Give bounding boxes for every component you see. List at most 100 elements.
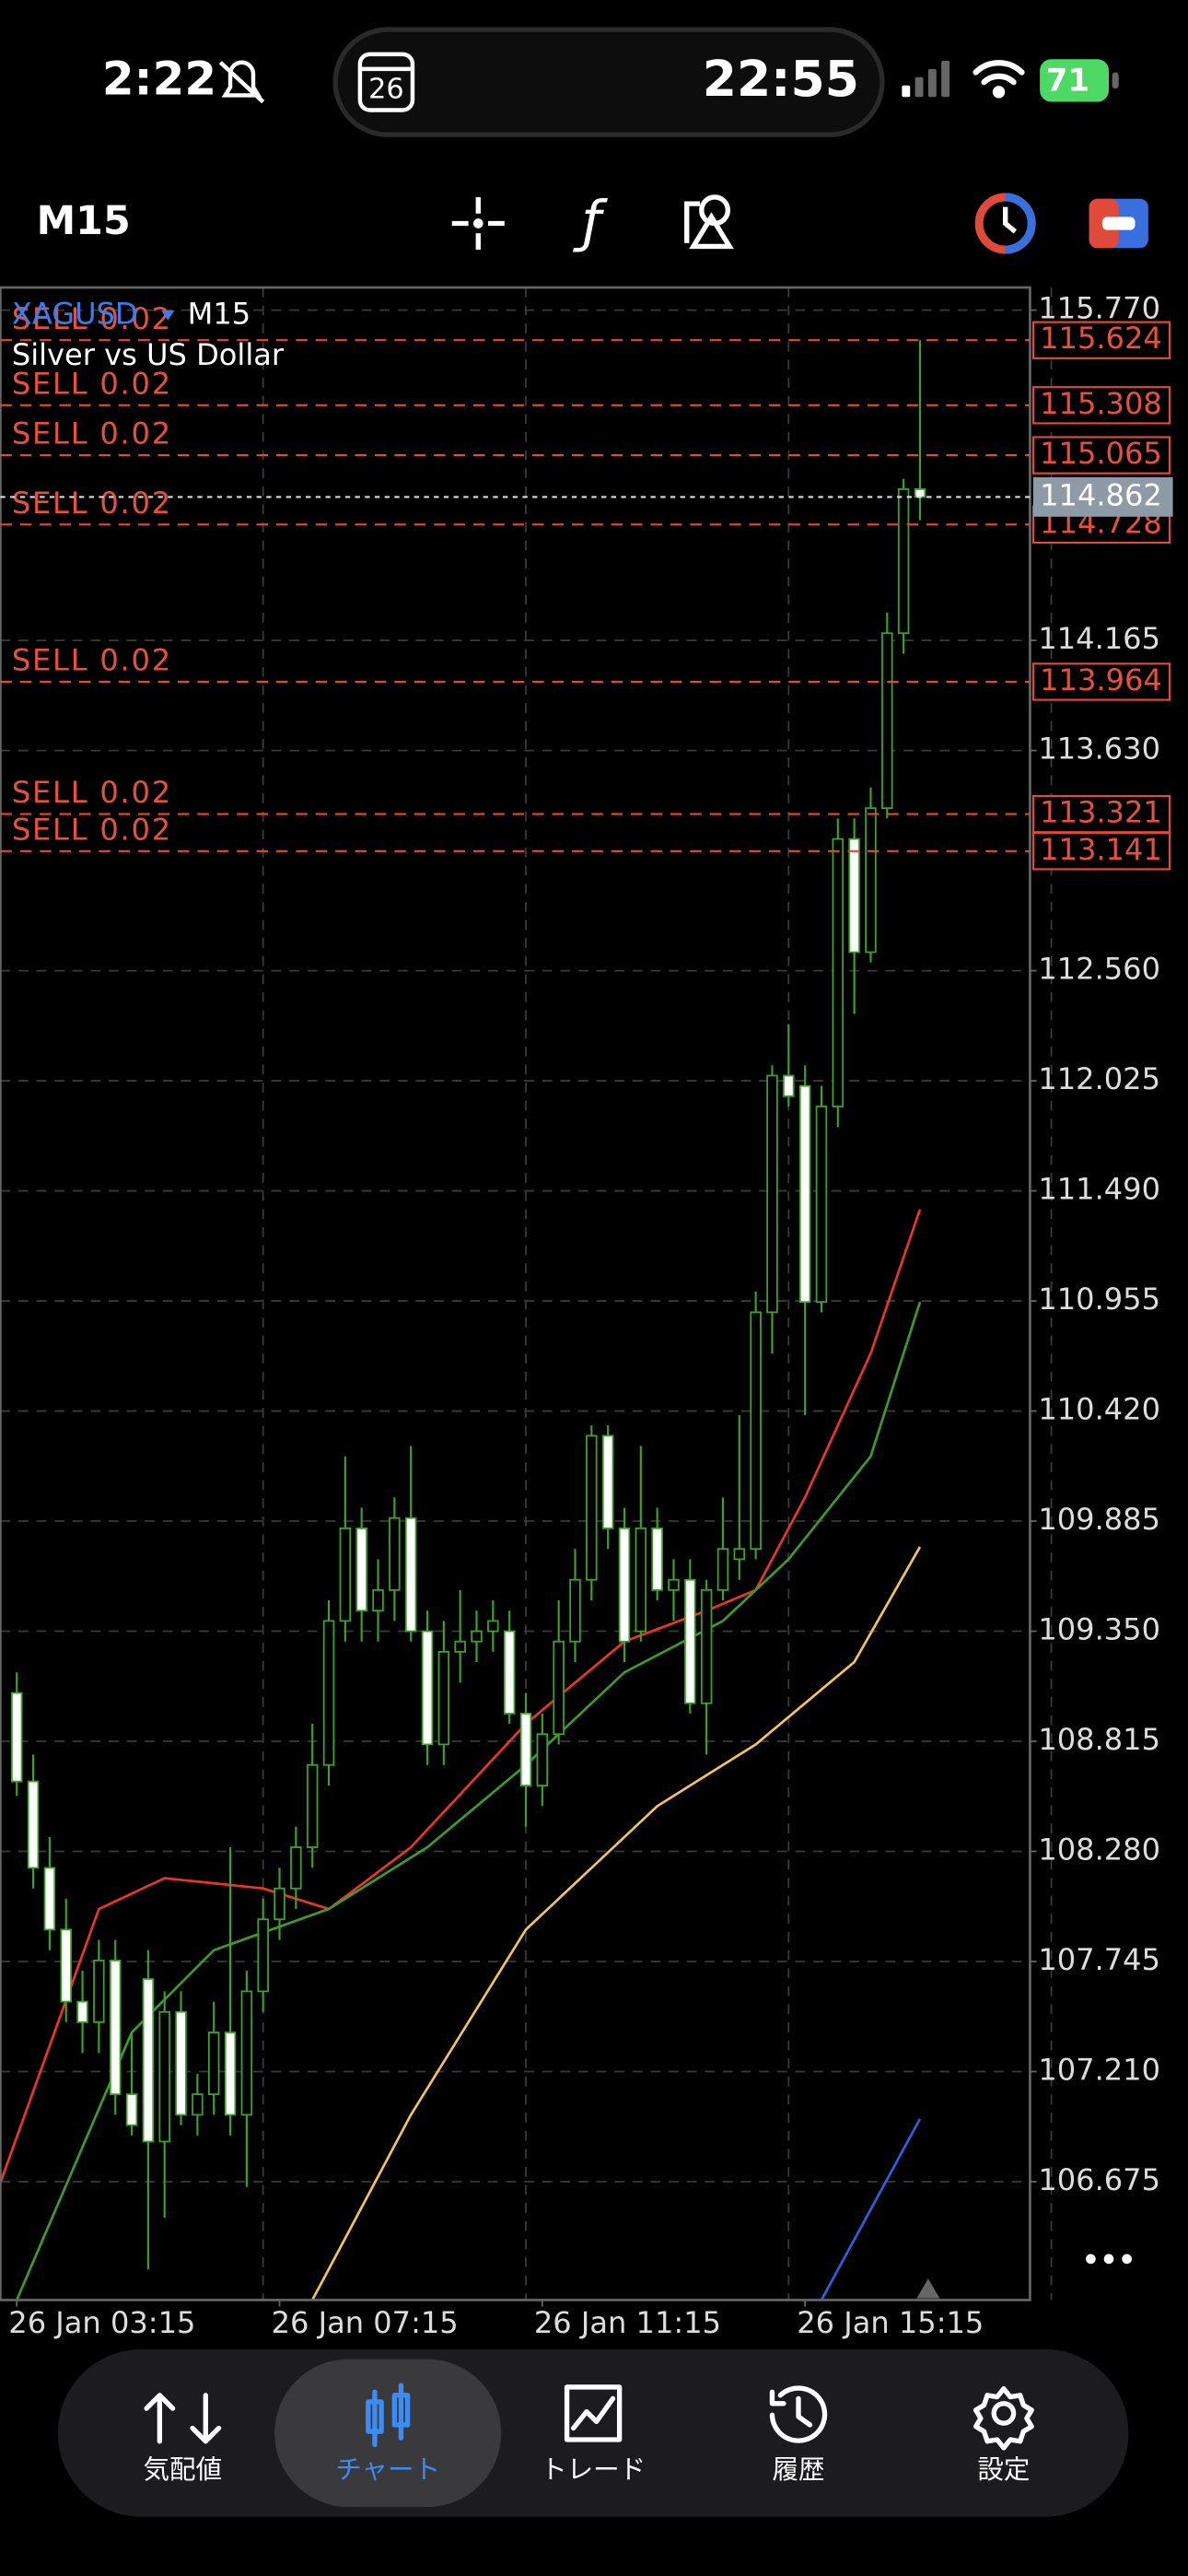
candle-body	[798, 1084, 811, 1304]
tab-label[interactable]: 設定	[977, 2454, 1030, 2485]
tab-label[interactable]: 履歴	[772, 2454, 824, 2485]
order-price: 113.321	[1040, 795, 1162, 830]
candle-body	[733, 1548, 746, 1561]
tab-icon[interactable]	[366, 2383, 411, 2448]
candle-body	[716, 1548, 729, 1591]
candle-body	[651, 1527, 663, 1591]
y-tick-label: 112.025	[1038, 1061, 1160, 1096]
candle-body	[192, 2093, 204, 2116]
candle-body	[175, 2010, 187, 2116]
candle-body	[158, 2010, 170, 2143]
wifi-icon	[973, 60, 1025, 99]
crosshair-button[interactable]	[451, 196, 505, 251]
candle-body	[142, 1978, 155, 2143]
candle-body	[783, 1074, 795, 1097]
y-tick-label: 107.210	[1038, 2053, 1160, 2088]
candle-body	[454, 1640, 466, 1653]
tab-label[interactable]: 気配値	[144, 2454, 223, 2485]
battery-cap	[1112, 72, 1119, 89]
candle-body	[43, 1867, 56, 1931]
signal-icon	[902, 60, 950, 98]
calendar-icon	[357, 52, 415, 112]
candle-body	[766, 1074, 778, 1314]
candle-body	[322, 1620, 335, 1766]
objects-button[interactable]	[684, 194, 734, 250]
candle-body	[372, 1588, 384, 1612]
candle-body	[339, 1527, 352, 1622]
tab-selected-background	[274, 2359, 502, 2508]
order-price-box	[1031, 386, 1171, 425]
y-tick-label: 110.955	[1038, 1282, 1160, 1317]
tab-label[interactable]: トレード	[541, 2454, 646, 2485]
y-tick-label: 108.815	[1038, 1722, 1160, 1757]
chart-timeframe: M15	[188, 296, 251, 331]
y-tick-label: 113.630	[1038, 732, 1160, 767]
plot-frame	[0, 286, 1031, 2301]
y-tick-label: 109.350	[1038, 1612, 1160, 1647]
y-tick-label: 109.885	[1038, 1502, 1160, 1537]
candle-body	[815, 1106, 828, 1304]
candle-body	[109, 1960, 122, 2095]
candle-body	[586, 1434, 598, 1581]
candle-body	[224, 2032, 237, 2116]
order-label: SELL 0.02	[12, 416, 172, 451]
candle-body	[437, 1650, 450, 1746]
tab-bar	[57, 2348, 1129, 2517]
current-price: 114.862	[1040, 477, 1162, 512]
candle-body	[635, 1527, 647, 1633]
candle-body	[684, 1578, 696, 1704]
order-price-box	[1031, 436, 1171, 474]
order-price-box	[1031, 321, 1171, 359]
x-tick-label: 26 Jan 15:15	[797, 2305, 984, 2340]
timeframe-button[interactable]: M15	[37, 198, 131, 244]
candle-body	[389, 1516, 401, 1591]
order-label: SELL 0.02	[12, 486, 172, 521]
order-price: 113.141	[1040, 832, 1162, 867]
candle-body	[700, 1588, 713, 1704]
x-tick-label: 26 Jan 07:15	[272, 2305, 459, 2340]
candle-body	[471, 1630, 483, 1643]
tab-icon[interactable]	[769, 2385, 828, 2443]
candle-body	[618, 1527, 631, 1643]
tab-icon[interactable]	[973, 2386, 1034, 2451]
y-tick-label: 110.420	[1038, 1392, 1160, 1427]
candle-body	[207, 2032, 220, 2095]
order-label: SELL 0.02	[12, 366, 172, 401]
candle-body	[257, 1918, 269, 1993]
price-axis: 115.770 114.165 113.630 112.560 112.025 111.4…	[1030, 291, 1160, 2197]
candle-body	[27, 1780, 40, 1869]
order-price: 115.065	[1040, 436, 1162, 471]
time-axis: 26 Jan 03:15 26 Jan 07:15 26 Jan 11:15 26 J…	[8, 2300, 984, 2340]
y-tick-label: 107.745	[1038, 1942, 1160, 1977]
candle-body	[125, 2093, 138, 2126]
candle-body	[865, 807, 877, 954]
tab-label[interactable]: チャート	[335, 2454, 440, 2485]
candle-body	[569, 1578, 581, 1643]
indicator-line	[820, 2118, 922, 2301]
candle-body	[750, 1311, 762, 1551]
candle-body	[832, 837, 844, 1107]
candle-body	[355, 1527, 367, 1612]
status-time: 2:22	[102, 53, 216, 106]
order-label: SELL 0.02	[12, 775, 172, 810]
symbol[interactable]: XAGUSD	[12, 296, 138, 331]
candle-body	[10, 1692, 23, 1783]
candle-body	[553, 1640, 565, 1736]
candle-body	[519, 1712, 532, 1786]
order-price-box	[1031, 794, 1171, 834]
order-price: 115.624	[1040, 321, 1162, 356]
candle-body	[76, 2000, 88, 2023]
one-click-button[interactable]	[1089, 198, 1148, 249]
order-label: SELL 0.02	[12, 643, 172, 678]
candle-body	[668, 1578, 680, 1591]
tab-icon[interactable]	[564, 2384, 623, 2442]
more-button[interactable]	[1086, 2254, 1132, 2265]
trade-button[interactable]	[974, 193, 1036, 254]
order-price-box	[1031, 662, 1171, 701]
y-tick-label: 115.770	[1038, 291, 1160, 326]
mute-icon	[218, 60, 265, 104]
symbol-dropdown[interactable]	[161, 310, 175, 321]
tab-icon[interactable]	[144, 2393, 222, 2444]
